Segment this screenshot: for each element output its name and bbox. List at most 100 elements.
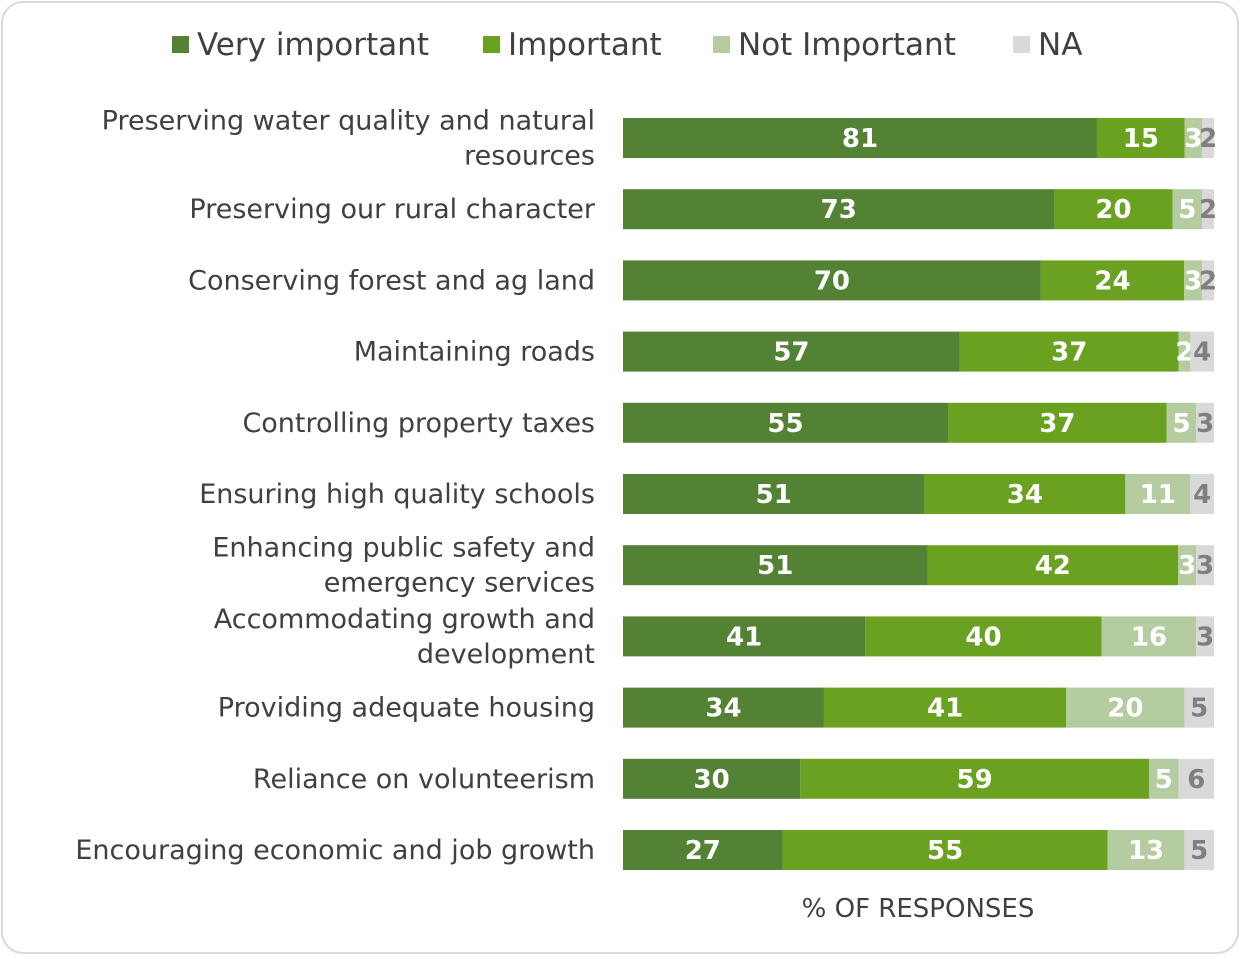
category-label: development [417,639,595,670]
category-label: Preserving our rural character [189,194,595,225]
bar-segment [959,331,1179,372]
data-label: 13 [1128,836,1164,866]
data-label: 4 [1193,480,1211,510]
bar-segment [1184,260,1203,301]
data-label: 55 [767,409,803,439]
bar-segment [623,331,960,372]
data-label: 2 [1199,266,1217,296]
data-label: 41 [726,622,762,652]
data-label: 81 [842,124,878,154]
bar-segment [948,402,1167,443]
bar-segment [800,758,1149,799]
data-label: 51 [757,551,793,581]
data-label: 11 [1140,480,1176,510]
legend-swatch [1013,36,1030,53]
category-label: Reliance on volunteerism [253,764,595,795]
data-label: 34 [1007,480,1043,510]
legend-item: NA [1013,27,1082,63]
data-label: 24 [1094,266,1130,296]
data-label: 42 [1035,551,1071,581]
bar-segment [623,260,1041,301]
data-label: 51 [756,480,792,510]
data-label: 41 [927,694,963,724]
legend-item: Very important [172,27,429,63]
data-label: 3 [1196,622,1214,652]
legend-item: Not Important [713,27,956,63]
data-label: 30 [694,765,730,795]
data-label: 40 [965,622,1001,652]
data-label: 6 [1187,765,1205,795]
legend-label: NA [1038,27,1082,63]
bar-segment [1178,758,1214,799]
legend-item: Important [483,27,662,63]
bar-segment [1125,474,1191,514]
bar-segment [623,830,783,870]
legend-label: Very important [197,27,429,63]
category-label: Preserving water quality and natural [102,106,595,137]
bar-segment [1184,687,1214,728]
bar-segment [1096,118,1185,158]
legend-swatch [713,36,730,53]
category-label: Providing adequate housing [218,693,595,724]
data-label: 2 [1199,124,1217,154]
data-label: 70 [814,266,850,296]
bar-segment [1190,474,1214,514]
bar-segment [1178,331,1191,372]
bar-segment [1190,331,1214,372]
bar-segment [623,545,928,586]
bar-segment [1196,616,1214,657]
data-label: 5 [1155,765,1173,795]
category-label: resources [464,141,595,172]
bar-segment [1066,687,1185,728]
bar-segment [1202,260,1214,301]
bar-segment [1107,830,1185,870]
bar-segment [1202,189,1214,230]
bar-segment [1178,545,1197,586]
category-label: Accommodating growth and [214,604,595,635]
category-label: Maintaining roads [354,337,595,368]
legend-label: Important [508,27,662,63]
data-label: 16 [1131,622,1167,652]
data-label: 3 [1184,266,1202,296]
legend-swatch [483,36,500,53]
category-label: Controlling property taxes [242,408,595,439]
bar-segment [1172,189,1203,230]
bar-segment [865,616,1102,657]
category-label: Enhancing public safety and [212,533,595,564]
category-labels: Preserving water quality and natural reso… [75,106,596,867]
category-label: Encouraging economic and job growth [75,835,595,866]
data-label: 4 [1193,338,1211,368]
bar-segment [823,687,1067,728]
data-label: 37 [1039,409,1075,439]
bar-segment [1166,402,1197,443]
legend-label: Not Important [738,27,956,63]
bar-segment [782,830,1108,870]
data-label: 2 [1175,338,1193,368]
data-label: 5 [1190,836,1208,866]
data-label: 27 [685,836,721,866]
data-label: 37 [1051,338,1087,368]
category-label: emergency services [324,568,595,599]
bar-segment [1202,118,1214,158]
bar-segment [1040,260,1185,301]
data-label: 20 [1095,195,1131,225]
bar-segment [623,474,925,514]
bar-segment [623,687,824,728]
bar-segment [623,189,1055,230]
bar-segment [1148,758,1179,799]
category-label: Ensuring high quality schools [199,479,595,510]
legend: Very important Important Not Important NA [172,27,1082,63]
bar-segment [1054,189,1173,230]
bar-segment [623,118,1097,158]
data-label: 73 [821,195,857,225]
bar-segment [1196,545,1214,586]
x-axis-title: % OF RESPONSES [802,894,1035,924]
data-label: 3 [1196,409,1214,439]
data-label: 5 [1178,195,1196,225]
data-label: 55 [927,836,963,866]
category-label: Conserving forest and ag land [188,265,595,296]
data-label: 2 [1199,195,1217,225]
data-label: 3 [1184,124,1202,154]
